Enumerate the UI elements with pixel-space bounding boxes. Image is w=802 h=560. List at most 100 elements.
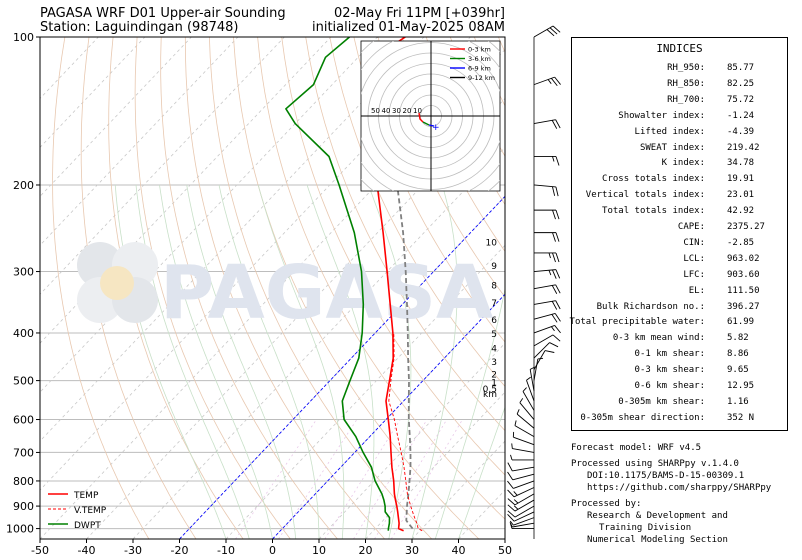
- dry-adiabat: [52, 37, 150, 539]
- isotherm-line: [40, 37, 285, 295]
- wind-barb: [534, 252, 560, 263]
- height-label: 6: [491, 316, 497, 326]
- index-label: LCL:: [683, 253, 705, 264]
- height-label: 8: [491, 281, 497, 291]
- y-tick-label: 1000: [6, 523, 34, 536]
- index-value: 219.42: [727, 142, 760, 153]
- moist-adiabat: [434, 286, 505, 539]
- isotherm-line: [225, 244, 505, 539]
- y-tick-label: 500: [13, 375, 34, 388]
- index-row: RH_700: 75.72: [572, 95, 787, 111]
- index-label: CAPE:: [677, 222, 705, 232]
- y-tick-label: 600: [13, 414, 34, 427]
- org-line-2: Training Division: [599, 523, 692, 533]
- isotherm-line: [40, 37, 425, 442]
- index-label: Lifted index:: [634, 126, 705, 137]
- highlight-isotherm: [272, 293, 505, 539]
- index-value: -1.24: [727, 110, 755, 121]
- moist-adiabat: [186, 184, 297, 539]
- legend-label: V.TEMP: [74, 506, 107, 516]
- index-value: 1.16: [727, 396, 749, 407]
- height-label: 9: [491, 262, 497, 272]
- index-label: RH_700:: [667, 94, 705, 105]
- hodograph-legend-label: 9-12 km: [468, 74, 495, 82]
- index-row: K index: 34.78: [572, 158, 787, 174]
- height-label: 0.5: [483, 385, 497, 395]
- index-label: 0-3 km shear:: [634, 365, 705, 376]
- mixing-ratio-line: [390, 419, 463, 539]
- x-tick-label: -20: [171, 544, 189, 557]
- index-value: 61.99: [727, 317, 755, 328]
- url-info: https://github.com/sharppy/SHARPpy: [587, 483, 772, 493]
- isotherm-line: [40, 37, 192, 197]
- wind-barb: [533, 119, 561, 129]
- index-label: Total precipitable water:: [569, 317, 705, 328]
- skewt-grid: [40, 37, 571, 539]
- legend-label: TEMP: [73, 491, 99, 501]
- mixing-ratio-line: [374, 419, 448, 539]
- processing-info: Forecast model: WRF v4.5 Processed using…: [571, 442, 799, 546]
- dry-adiabat: [523, 37, 571, 539]
- moist-adiabat: [368, 184, 412, 539]
- isotherm-line: [40, 37, 378, 393]
- wind-barb: [533, 325, 561, 334]
- mixing-ratio-line: [324, 419, 401, 539]
- valid-time: 02-May Fri 11PM [+039hr]: [333, 6, 505, 21]
- index-row: Total precipitable water: 61.99: [569, 317, 787, 333]
- watermark-text: PAGASA: [160, 250, 493, 336]
- x-tick-label: -50: [31, 544, 49, 557]
- isotherm-line: [40, 37, 239, 246]
- mixing-ratio-line: [235, 419, 317, 539]
- wind-barb: [533, 334, 561, 347]
- wind-barb: [510, 454, 534, 461]
- hodograph-trace: [418, 112, 424, 123]
- index-value: 34.78: [727, 158, 755, 169]
- x-tick-label: 0: [269, 544, 276, 557]
- indices-title: INDICES: [656, 42, 703, 55]
- dry-adiabat: [184, 37, 385, 539]
- hodograph-trace: [428, 124, 435, 127]
- index-row: LFC: 903.60: [572, 270, 787, 286]
- processed-by: Processed by:: [571, 499, 642, 509]
- index-label: 0-305m km shear:: [618, 396, 705, 407]
- isotherm-line: [365, 391, 505, 539]
- vtemp-line: [388, 332, 423, 532]
- moist-adiabat: [159, 184, 273, 539]
- index-row: Total totals index: 42.92: [572, 206, 787, 222]
- doi-info: DOI:10.1175/BAMS-D-15-00309.1: [587, 471, 745, 481]
- height-labels: 10 9 8 7 6 5 4 3 210.5km: [483, 239, 498, 400]
- x-tick-label: 30: [405, 544, 419, 557]
- y-tick-label: 700: [13, 446, 34, 459]
- dry-adiabat: [209, 37, 433, 539]
- y-tick-label: 100: [13, 31, 34, 44]
- hodograph-legend-label: 3-6 km: [468, 55, 491, 63]
- index-value: -4.39: [727, 126, 755, 137]
- index-value: 9.65: [727, 365, 749, 376]
- hodograph-ring-label: 20: [403, 107, 412, 115]
- index-label: 0-3 km mean wind:: [612, 333, 705, 344]
- dry-adiabat: [353, 37, 505, 343]
- moist-adiabat: [257, 184, 345, 539]
- wind-barb: [507, 471, 535, 481]
- x-tick-label: 50: [498, 544, 512, 557]
- wind-barb: [533, 184, 559, 197]
- index-value: 85.77: [727, 63, 755, 73]
- height-label: 10: [486, 239, 498, 249]
- wind-barb: [507, 462, 535, 472]
- wind-barb: [522, 387, 535, 411]
- wind-barb: [534, 156, 560, 166]
- dry-adiabat: [281, 37, 505, 476]
- wind-barb: [533, 284, 561, 294]
- dry-adiabat: [80, 37, 197, 539]
- index-row: CAPE: 2375.27: [572, 222, 787, 238]
- wind-barb: [534, 232, 560, 242]
- dry-adiabat: [257, 37, 505, 520]
- x-tick-label: 10: [312, 544, 326, 557]
- wind-barb: [519, 398, 535, 420]
- index-row: RH_850: 82.25: [572, 79, 787, 95]
- hodograph-trace: [422, 121, 430, 126]
- height-label: 1: [491, 379, 497, 389]
- moist-adiabat: [114, 184, 227, 539]
- hodograph-ring-label: 40: [382, 107, 391, 115]
